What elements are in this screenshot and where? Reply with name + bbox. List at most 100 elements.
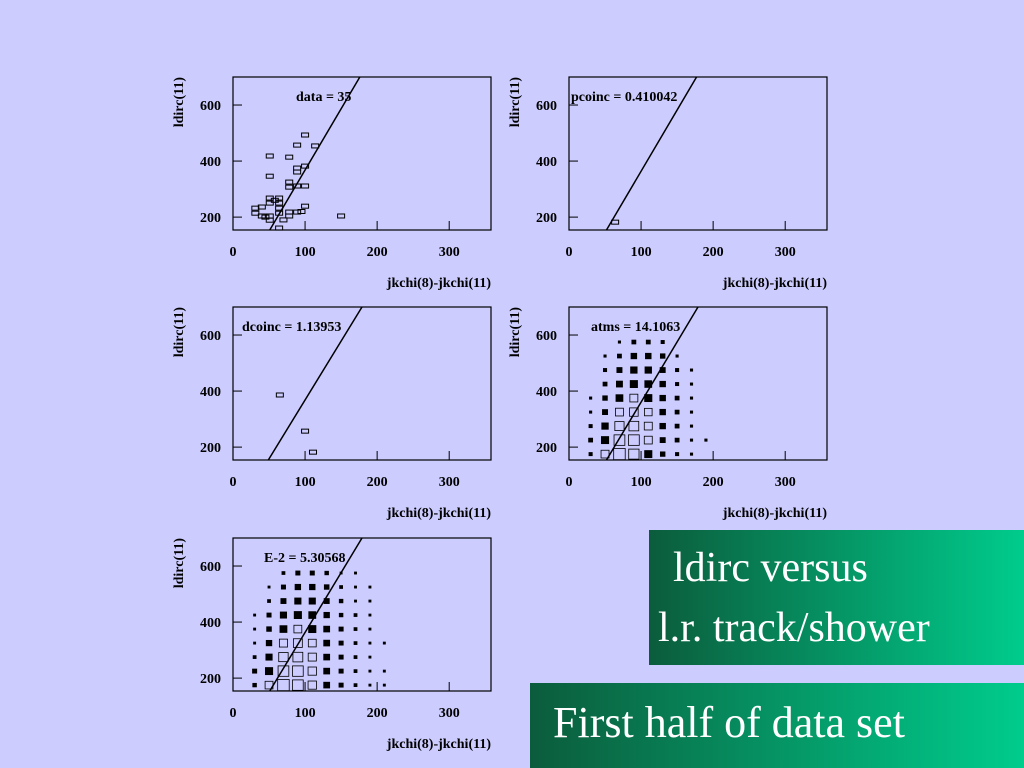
- x-tick-label: 0: [230, 245, 237, 260]
- x-tick-label: 100: [295, 706, 316, 721]
- y-tick-label: 200: [200, 672, 221, 687]
- hist-cell: [675, 382, 680, 387]
- hist-cell: [615, 380, 623, 388]
- hist-cell: [615, 394, 624, 402]
- hist-cell: [279, 625, 288, 633]
- hist-cell: [630, 366, 638, 374]
- hist-cell: [644, 394, 653, 403]
- hist-cell: [588, 424, 593, 429]
- hist-cell: [368, 599, 372, 603]
- hist-cell: [689, 382, 694, 386]
- hist-cell: [307, 666, 317, 676]
- hist-cell: [675, 354, 679, 358]
- x-tick-label: 200: [367, 706, 388, 721]
- x-tick-label: 0: [230, 706, 237, 721]
- point: [265, 217, 274, 223]
- x-axis-label: jkchi(8)-jkchi(11): [386, 276, 492, 291]
- hist-cell: [602, 395, 608, 401]
- y-axis-label: ldirc(11): [172, 307, 187, 358]
- hist-cell: [588, 452, 593, 457]
- hist-cell: [308, 625, 317, 634]
- hist-cell: [353, 655, 358, 659]
- hist-cell: [324, 570, 329, 576]
- hist-cell: [601, 422, 609, 430]
- y-tick-label: 600: [200, 329, 221, 344]
- hist-cell: [252, 655, 257, 659]
- hist-cell: [659, 408, 666, 416]
- hist-cell: [264, 667, 274, 676]
- plot-annotation: pcoinc = 0.410042: [571, 90, 677, 105]
- hist-cell: [602, 409, 609, 415]
- hist-cell: [589, 396, 593, 400]
- x-axis-label: jkchi(8)-jkchi(11): [722, 506, 828, 521]
- hist-cell: [292, 651, 304, 663]
- fit-line: [605, 306, 699, 461]
- plot-annotation: atms = 14.1063: [591, 320, 680, 335]
- hist-cell: [266, 626, 272, 632]
- x-tick-label: 100: [631, 245, 652, 260]
- hist-cell: [307, 638, 317, 648]
- point: [275, 225, 284, 231]
- hist-cell: [266, 612, 272, 618]
- point: [293, 165, 302, 171]
- hist-cell: [689, 452, 694, 456]
- y-tick-label: 200: [200, 211, 221, 226]
- hist-cell: [644, 407, 653, 417]
- hist-cell: [659, 437, 666, 444]
- hist-cell: [600, 449, 610, 459]
- hist-cell: [589, 410, 593, 414]
- hist-cell: [277, 679, 290, 692]
- hist-cell: [309, 583, 316, 591]
- hist-cell: [629, 407, 639, 417]
- fit-line: [605, 76, 698, 231]
- y-axis-label: ldirc(11): [172, 77, 187, 128]
- point: [293, 169, 302, 175]
- hist-cell: [265, 653, 273, 661]
- hist-cell: [265, 639, 273, 647]
- hist-cell: [338, 682, 344, 688]
- point: [297, 209, 306, 215]
- hist-cell: [253, 627, 257, 631]
- plot-annotation: E-2 = 5.30568: [264, 551, 345, 566]
- x-tick-label: 200: [367, 245, 388, 260]
- hist-cell: [338, 668, 344, 674]
- point: [293, 209, 302, 215]
- hist-cell: [615, 407, 624, 417]
- hist-cell: [253, 613, 257, 617]
- point: [265, 213, 274, 219]
- hist-cell: [382, 683, 386, 687]
- point: [301, 428, 310, 434]
- hist-cell: [323, 667, 331, 675]
- hist-cell: [294, 583, 302, 591]
- hist-cell: [382, 641, 386, 645]
- hist-cell: [309, 570, 315, 576]
- hist-cell: [338, 640, 344, 646]
- hist-cell: [280, 584, 286, 590]
- point: [275, 392, 284, 398]
- hist-cell: [354, 599, 357, 603]
- plot-frame: [568, 76, 828, 231]
- x-tick-label: 200: [703, 475, 724, 490]
- hist-cell: [613, 434, 626, 446]
- x-axis-label: jkchi(8)-jkchi(11): [722, 276, 828, 291]
- hist-cell: [603, 368, 608, 373]
- hist-cell: [338, 654, 344, 660]
- hist-cell: [294, 597, 302, 605]
- hist-cell: [629, 380, 638, 389]
- hist-cell: [368, 585, 372, 589]
- hist-cell: [353, 641, 358, 645]
- hist-cell: [630, 352, 638, 360]
- point: [285, 154, 294, 160]
- fit-line: [267, 306, 363, 461]
- caption-line: ldirc versus: [673, 545, 868, 591]
- hist-cell: [279, 611, 288, 619]
- hist-cell: [631, 339, 637, 345]
- hist-cell: [675, 452, 680, 457]
- point: [279, 217, 288, 223]
- hist-cell: [267, 585, 271, 589]
- hist-cell: [588, 437, 594, 443]
- hist-cell: [704, 438, 708, 442]
- y-axis-label: ldirc(11): [508, 77, 523, 128]
- point: [265, 173, 274, 179]
